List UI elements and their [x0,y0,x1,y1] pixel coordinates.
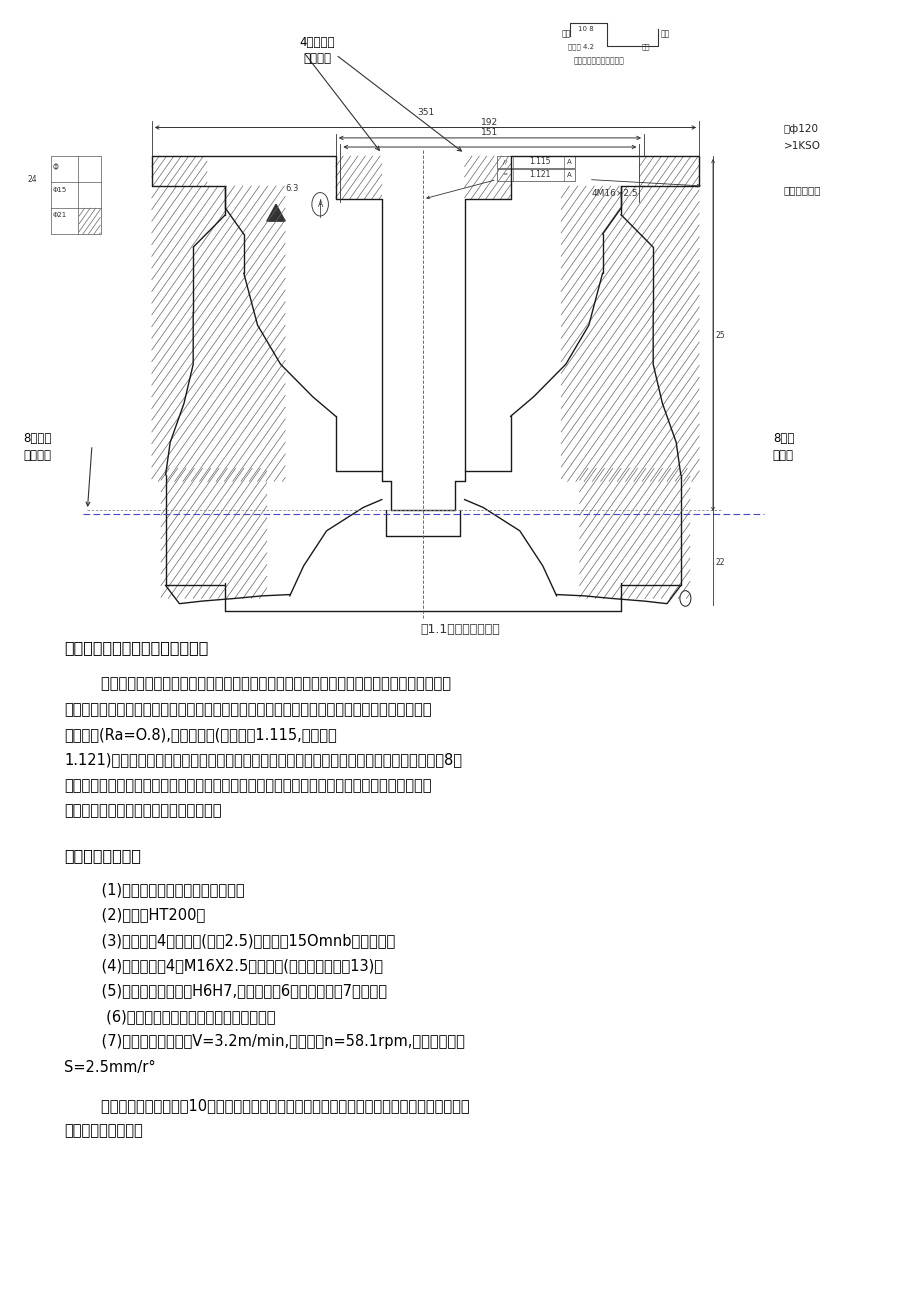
Text: 棉ф120: 棉ф120 [783,124,818,134]
Text: (6)攻螺纹精度运用丝锥攻丝靠模来保证；: (6)攻螺纹精度运用丝锥攻丝靠模来保证； [83,1010,275,1024]
Text: S=2.5mm/r°: S=2.5mm/r° [64,1060,156,1075]
Text: =: = [502,173,507,177]
Text: A: A [566,159,572,165]
Text: //: // [503,160,506,164]
Text: 351: 351 [416,108,434,117]
Text: 快速: 快速 [660,30,669,39]
Text: 10 8: 10 8 [577,26,593,33]
Bar [496,169,574,181]
Text: Φ: Φ [52,163,58,172]
Text: 6.3: 6.3 [285,185,299,193]
Text: 4个螺纹孔: 4个螺纹孔 [300,36,335,49]
Text: A: A [566,172,572,178]
Text: 1.121)等。等到柱塞往上运动，阀门一开，液体就能通过阀体自由流淌了。而左右两端面的各8个: 1.121)等。等到柱塞往上运动，阀门一开，液体就能通过阀体自由流淌了。而左右两… [64,753,462,768]
Bar [496,156,574,168]
Text: 192: 192 [481,118,498,127]
Polygon shape [267,204,285,221]
Text: 4M16×2.5: 4M16×2.5 [591,189,638,198]
Text: 快速: 快速 [561,30,570,39]
Text: 这时柱塞处于闭合状态，那么液体就流不过阀体，起到关闭作用，因此柱塞处要求密封性极高，: 这时柱塞处于闭合状态，那么液体就流不过阀体，起到关闭作用，因此柱塞处要求密封性极… [64,703,431,717]
Text: 阀体零件主要参数: 阀体零件主要参数 [64,848,142,864]
Text: (1)机床为卧式单面加工组合机床；: (1)机床为卧式单面加工组合机床； [83,882,244,898]
Text: 孔，主要用于连接时固定用，本工序要求加工有肯定的同轴度，故必须要用靠模来保证其精度，: 孔，主要用于连接时固定用，本工序要求加工有肯定的同轴度，故必须要用靠模来保证其精… [64,778,431,794]
Text: 1.115: 1.115 [528,157,550,167]
Text: A: A [317,200,323,208]
Text: 攻丝方向: 攻丝方向 [303,52,331,65]
Text: (3)阀体顶面4个螺纹孔(螺距2.5)中心距为15Omnb匀称分布。: (3)阀体顶面4个螺纹孔(螺距2.5)中心距为15Omnb匀称分布。 [83,933,394,948]
Text: 的到头工作驯: 的到头工作驯 [783,185,821,195]
Text: 加工，提高生产率。: 加工，提高生产率。 [64,1124,143,1138]
Text: 151: 151 [481,127,498,137]
Text: 24: 24 [28,176,37,185]
Text: 22: 22 [715,558,724,567]
Text: 变速: 变速 [641,43,649,49]
Text: (4)端面同时攻4个M16X2.5的螺纹孔(预钻孔直径为中13)；: (4)端面同时攻4个M16X2.5的螺纹孔(预钻孔直径为中13)； [83,959,382,973]
Text: 钻孔方向: 钻孔方向 [23,449,51,462]
Text: 依据加工简图可知耐磨型柱塞泵阀原理如下：阀体中间有一柱塞，液体从右端面进入，假如: 依据加工简图可知耐磨型柱塞泵阀原理如下：阀体中间有一柱塞，液体从右端面进入，假如 [64,677,451,692]
Text: >1KSO: >1KSO [783,141,820,151]
Text: 25: 25 [715,330,724,340]
Text: 孔钻孔: 孔钻孔 [772,449,793,462]
Text: 攻螺纹 4.2: 攻螺纹 4.2 [567,43,593,49]
Text: 依据加工内容对零件图作简洁介绍: 依据加工内容对零件图作简洁介绍 [64,640,209,656]
Bar [51,156,101,234]
Text: 8个通孔: 8个通孔 [23,432,51,445]
Text: 1.121: 1.121 [528,170,550,180]
Text: Φ15: Φ15 [52,186,66,193]
Text: 粗糙度小(Ra=O.8),位置精度高(平行度为1.115,对称度为: 粗糙度小(Ra=O.8),位置精度高(平行度为1.115,对称度为 [64,727,336,743]
Text: Φ21: Φ21 [52,212,66,219]
Text: (2)材料为HT200；: (2)材料为HT200； [83,908,205,922]
Text: 图1.1被加工零件简图: 图1.1被加工零件简图 [420,623,499,636]
Text: 攻螺纹时动力头工作循环: 攻螺纹时动力头工作循环 [573,57,623,66]
Text: 生产纲领：年产量达到10万件（按两班制计算），属于大批量生产，所以要设置专用设备进行: 生产纲领：年产量达到10万件（按两班制计算），属于大批量生产，所以要设置专用设备… [64,1098,470,1114]
Text: 8个通: 8个通 [772,432,793,445]
Text: 具体方法在机床总体设计中会具体说明。: 具体方法在机床总体设计中会具体说明。 [64,804,221,818]
Text: (5)螺纹孔精度需达到H6H7,即螺纹中径6级精度，顶径7级精度；: (5)螺纹孔精度需达到H6H7,即螺纹中径6级精度，顶径7级精度； [83,984,386,999]
Text: (7)攻螺纹时切削速度V=3.2m/min,主轴转速n=58.1rpm,攻丝进给速度: (7)攻螺纹时切削速度V=3.2m/min,主轴转速n=58.1rpm,攻丝进给… [83,1034,464,1050]
